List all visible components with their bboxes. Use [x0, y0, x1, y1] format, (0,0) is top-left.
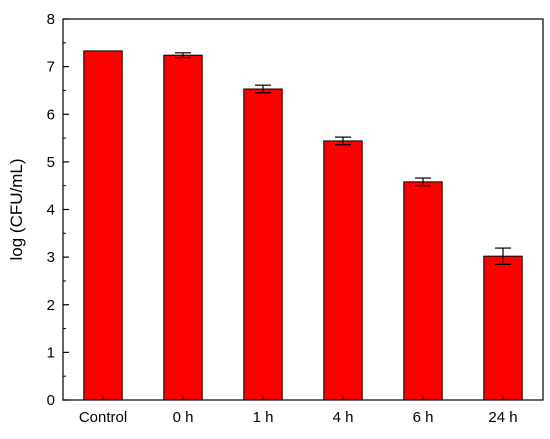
plot-frame	[62, 18, 544, 401]
y-tick-label: 8	[47, 11, 55, 28]
bar-1	[163, 54, 203, 401]
x-tick-label: 4 h	[333, 409, 354, 426]
x-tick-label: 1 h	[253, 409, 274, 426]
bar-5	[483, 255, 523, 401]
x-tick-label: Control	[79, 409, 127, 426]
bar-0	[83, 50, 123, 401]
y-tick-label: 3	[47, 249, 55, 266]
y-tick-label: 2	[47, 297, 55, 314]
bar-2	[243, 88, 283, 401]
y-tick-label: 1	[47, 344, 55, 361]
y-axis-ticks: 0 1 2 3 4 5 6 7 8	[47, 11, 69, 409]
y-tick-label: 4	[47, 202, 55, 219]
x-axis-ticks: Control 0 h 1 h 4 h 6 h 24 h	[79, 395, 518, 426]
y-tick-label: 6	[47, 106, 55, 123]
bar-4	[403, 181, 443, 401]
y-tick-label: 7	[47, 59, 55, 76]
x-tick-label: 0 h	[173, 409, 194, 426]
x-tick-label: 24 h	[488, 409, 517, 426]
error-bars-group	[175, 52, 511, 265]
x-tick-label: 6 h	[413, 409, 434, 426]
bars-group	[83, 50, 523, 401]
y-tick-label: 5	[47, 154, 55, 171]
bar-3	[323, 140, 363, 401]
y-axis-title: log (CFU/mL)	[7, 158, 26, 260]
y-tick-label: 0	[47, 392, 55, 409]
